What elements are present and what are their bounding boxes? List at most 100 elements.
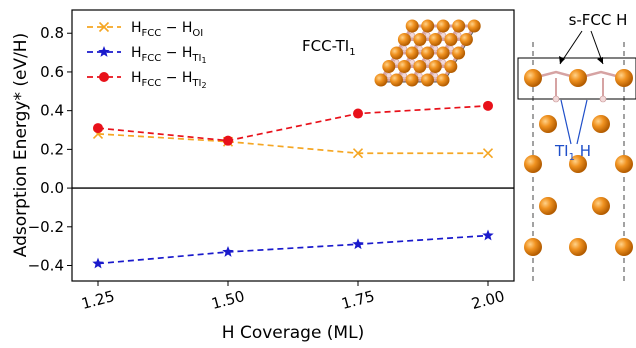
inset-hydrogen: [440, 59, 446, 65]
series-line: [97, 133, 488, 155]
side-atom: [569, 155, 587, 173]
data-point-x: [482, 148, 494, 159]
data-point-circle: [483, 100, 493, 111]
y-tick-label: 0.2: [40, 140, 64, 158]
ti1-arrow-left: [560, 99, 572, 145]
inset-atom: [405, 46, 419, 60]
data-point-star: [352, 238, 364, 250]
inset-hydrogen: [401, 45, 408, 52]
inset-hydrogen: [448, 45, 454, 52]
legend-label: HFCC − HOI: [131, 20, 203, 39]
x-axis-title: H Coverage (ML): [222, 323, 364, 343]
legend-label: HFCC − HTI1: [131, 45, 207, 65]
side-atoms: [524, 69, 633, 256]
y-tick-label: 0.6: [40, 63, 64, 81]
x-tick-label: 1.75: [340, 287, 377, 313]
inset-atom: [467, 19, 481, 33]
y-tick-label: 0.8: [40, 24, 64, 42]
inset-atom: [452, 19, 466, 33]
inset-hydrogen: [440, 32, 446, 38]
data-point-circle: [223, 135, 233, 146]
inset-atom: [444, 60, 458, 73]
inset-atom: [452, 46, 466, 60]
y-tick-label: −0.2: [28, 218, 64, 236]
inset-hydrogen: [432, 72, 439, 79]
inset-atom: [436, 46, 450, 60]
side-atom: [539, 115, 557, 133]
side-atom: [524, 238, 542, 256]
inset-atom: [436, 19, 450, 33]
side-atom: [615, 238, 633, 256]
y-tick-label: 0.4: [40, 102, 64, 120]
x-tick-label: 2.00: [470, 287, 507, 313]
side-hydrogen: [599, 95, 607, 103]
y-tick-label: 0.0: [40, 179, 64, 197]
legend-label: HFCC − HTI2: [131, 70, 207, 90]
side-atom: [524, 155, 542, 173]
inset-hydrogen: [432, 45, 439, 52]
s-fcc-arrowhead-right: [597, 57, 603, 64]
ti1-label: TI1 H: [554, 142, 591, 163]
data-point-star: [92, 257, 104, 269]
inset-hydrogen: [401, 72, 408, 79]
inset-atom: [405, 19, 419, 33]
inset-hydrogen: [385, 72, 392, 79]
x-tick-label: 1.25: [80, 287, 117, 313]
side-atom: [592, 197, 610, 215]
inset-label: FCC-TI1: [302, 37, 356, 58]
side-atom: [592, 115, 610, 133]
inset-atom: [428, 33, 442, 46]
y-axis-title: Adsorption Energy* (eV/H): [11, 33, 31, 257]
inset-hydrogen: [393, 59, 400, 65]
inset-hydrogen: [424, 32, 431, 38]
s-fcc-label: s-FCC H: [569, 11, 628, 29]
data-point-star: [482, 229, 494, 241]
inset-atom: [421, 46, 435, 60]
y-ticks: −0.4 −0.2 0.0 0.2 0.4 0.6 0.8: [28, 24, 72, 275]
inset-label-subscript: 1: [349, 47, 355, 58]
inset-atom: [413, 33, 427, 46]
y-tick-label: −0.4: [28, 257, 64, 275]
side-atom: [615, 155, 633, 173]
inset-unit-cell: [374, 19, 481, 87]
data-point-star: [222, 245, 234, 257]
data-point-circle: [353, 108, 363, 119]
side-hydrogen: [552, 95, 560, 103]
inset-atom: [421, 73, 434, 87]
inset-hydrogen: [409, 32, 415, 38]
inset-hydrogen: [417, 45, 423, 52]
side-atom: [569, 69, 587, 87]
surface-layer-box: [517, 57, 636, 100]
series-line: [97, 234, 489, 265]
data-point-x: [98, 21, 110, 33]
inset-structure: FCC-TI1: [302, 19, 481, 87]
inset-atom: [436, 73, 450, 87]
side-atom: [569, 238, 587, 256]
series-layer: [97, 104, 489, 265]
legend: HFCC − HOI HFCC − HTI1 HFCC − HTI2: [87, 20, 207, 90]
side-atom: [615, 69, 633, 87]
inset-atom: [382, 60, 396, 73]
inset-atom: [397, 33, 411, 46]
side-structure-panel: s-FCC H TI1 H: [517, 11, 636, 283]
x-ticks: 1.25 1.50 1.75 2.00: [80, 281, 507, 313]
side-atom: [539, 197, 557, 215]
data-point-star: [98, 46, 110, 57]
inset-atom: [390, 46, 404, 60]
inset-atom: [374, 73, 388, 87]
plot-frame: [71, 9, 515, 282]
inset-hydrogen: [409, 59, 415, 65]
ti1-arrow-right: [576, 99, 588, 145]
inset-atom: [405, 73, 419, 87]
data-point-circle: [93, 123, 103, 134]
inset-atom: [428, 60, 442, 73]
data-point-x: [352, 148, 364, 159]
inset-hydrogen: [455, 32, 462, 38]
inset-atom: [397, 60, 411, 73]
inset-atom: [421, 19, 435, 33]
series-line: [97, 104, 489, 142]
s-fcc-arrowhead-left: [559, 56, 565, 64]
inset-hydrogen: [424, 59, 431, 65]
